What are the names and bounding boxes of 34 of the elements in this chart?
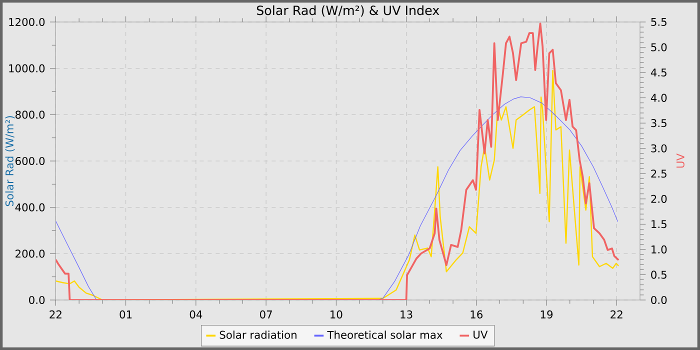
x-tick-label: 22 bbox=[610, 310, 622, 318]
y2-tick-label: 2.5 bbox=[651, 170, 666, 178]
x-tick-label: 01 bbox=[120, 310, 132, 318]
y-tick-label: 800.0 bbox=[16, 110, 45, 119]
y2-tick-label: 5.5 bbox=[651, 18, 666, 26]
x-tick-label: 04 bbox=[190, 310, 202, 318]
y-tick-label: 600.0 bbox=[16, 156, 45, 166]
y2-tick-label: 1.5 bbox=[652, 220, 666, 228]
x-tick-label: 13 bbox=[400, 310, 412, 318]
y2-tick-label: 2.0 bbox=[651, 194, 667, 203]
y-tick-label: 1200.0 bbox=[9, 18, 45, 26]
x-tick-label: 10 bbox=[330, 310, 342, 318]
x-tick-label: 22 bbox=[50, 310, 62, 318]
y2-tick-label: 3.0 bbox=[651, 144, 667, 152]
y2-tick-label: 4.0 bbox=[650, 94, 667, 102]
x-tick-label: 16 bbox=[470, 310, 483, 318]
legend-label: Solar radiation bbox=[220, 330, 296, 339]
y-tick-label: 200.0 bbox=[16, 250, 45, 258]
y2-tick-label: 0.5 bbox=[651, 270, 666, 279]
y-tick-label: 1000.0 bbox=[9, 64, 45, 72]
y2-tick-label: 1.0 bbox=[652, 245, 667, 254]
x-tick-label: 07 bbox=[260, 310, 272, 318]
legend-label: UV bbox=[474, 330, 488, 339]
y2-tick-label: 3.5 bbox=[651, 119, 666, 128]
y2-tick-label: 0.0 bbox=[651, 296, 667, 304]
y-tick-label: 0.0 bbox=[29, 296, 45, 304]
y2-axis-title: UV bbox=[676, 154, 684, 168]
legend-label: Theoretical solar max bbox=[327, 330, 442, 339]
y2-tick-label: 5.0 bbox=[651, 43, 667, 52]
x-tick-label: 19 bbox=[540, 310, 553, 318]
chart-title: Solar Rad (W/m²) & UV Index bbox=[256, 5, 440, 17]
y2-tick-label: 4.5 bbox=[650, 68, 666, 77]
y-tick-label: 400.0 bbox=[15, 203, 45, 212]
y-axis-title: Solar Rad (W/m²) bbox=[5, 116, 15, 206]
